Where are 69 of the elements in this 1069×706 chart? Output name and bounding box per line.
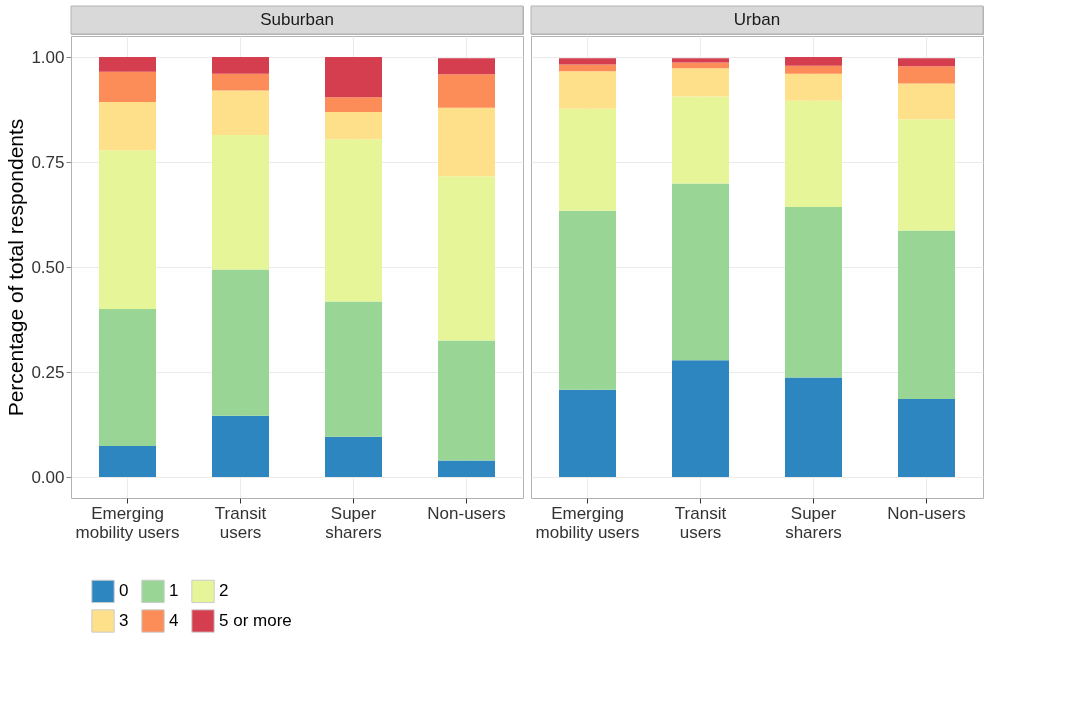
bar bbox=[672, 62, 729, 69]
legend-label: 1 bbox=[169, 581, 179, 601]
bar bbox=[672, 360, 729, 477]
bar bbox=[785, 206, 842, 378]
bar bbox=[672, 96, 729, 184]
bar bbox=[212, 415, 269, 477]
bar bbox=[559, 389, 616, 477]
bar bbox=[325, 436, 382, 477]
bar bbox=[559, 210, 616, 390]
bar bbox=[559, 71, 616, 109]
x-tick-label: Transit users bbox=[214, 503, 267, 542]
bar bbox=[785, 65, 842, 74]
bar bbox=[325, 57, 382, 98]
bar bbox=[898, 58, 955, 67]
y-axis-title: Percentage of total respondents bbox=[4, 118, 28, 417]
y-tick-label: 0.75 bbox=[31, 152, 65, 172]
bar bbox=[325, 139, 382, 302]
y-tick-label: 0.25 bbox=[31, 362, 65, 382]
bar bbox=[672, 68, 729, 97]
x-tick-label: Non-users bbox=[887, 503, 966, 523]
bar bbox=[785, 377, 842, 477]
bar bbox=[325, 97, 382, 113]
legend-label: 3 bbox=[119, 611, 129, 630]
bar bbox=[898, 398, 955, 477]
bar bbox=[438, 176, 495, 341]
bar bbox=[438, 74, 495, 108]
bar bbox=[438, 58, 495, 75]
bar bbox=[99, 309, 156, 446]
bar bbox=[438, 107, 495, 177]
chart-title: Urban bbox=[733, 10, 781, 29]
legend-label: 5 or more bbox=[219, 611, 292, 630]
bar bbox=[785, 100, 842, 207]
y-tick-label: 0.00 bbox=[31, 467, 65, 487]
bar bbox=[785, 73, 842, 101]
x-tick-label: Super sharers bbox=[325, 503, 382, 542]
bar bbox=[99, 150, 156, 309]
bar bbox=[212, 135, 269, 270]
bar bbox=[898, 230, 955, 399]
x-tick-label: Transit users bbox=[674, 503, 727, 542]
bar bbox=[99, 445, 156, 477]
y-tick-label: 1.00 bbox=[31, 47, 65, 67]
bar bbox=[325, 112, 382, 140]
bar bbox=[559, 108, 616, 211]
legend-label: 2 bbox=[219, 581, 229, 601]
bar bbox=[212, 90, 269, 136]
bar bbox=[559, 58, 616, 65]
bar bbox=[212, 73, 269, 91]
bar bbox=[438, 340, 495, 461]
bar bbox=[898, 66, 955, 84]
bar bbox=[672, 58, 729, 63]
bar bbox=[325, 301, 382, 437]
bar bbox=[672, 183, 729, 361]
x-tick-label: Emerging mobility users bbox=[535, 503, 640, 542]
bar bbox=[99, 71, 156, 102]
bar bbox=[898, 83, 955, 120]
bar bbox=[438, 460, 495, 477]
legend-label: 4 bbox=[169, 611, 179, 630]
legend-label: 0 bbox=[119, 581, 129, 601]
x-tick-label: Non-users bbox=[427, 503, 506, 523]
bar bbox=[99, 101, 156, 151]
bar bbox=[212, 269, 269, 416]
bar bbox=[785, 57, 842, 66]
chart-title: Suburban bbox=[260, 10, 334, 29]
bar bbox=[99, 57, 156, 72]
bar bbox=[212, 57, 269, 74]
bar bbox=[898, 119, 955, 231]
x-tick-label: Super sharers bbox=[785, 503, 842, 542]
y-tick-label: 0.50 bbox=[31, 257, 65, 277]
x-tick-label: Emerging mobility users bbox=[75, 503, 180, 542]
